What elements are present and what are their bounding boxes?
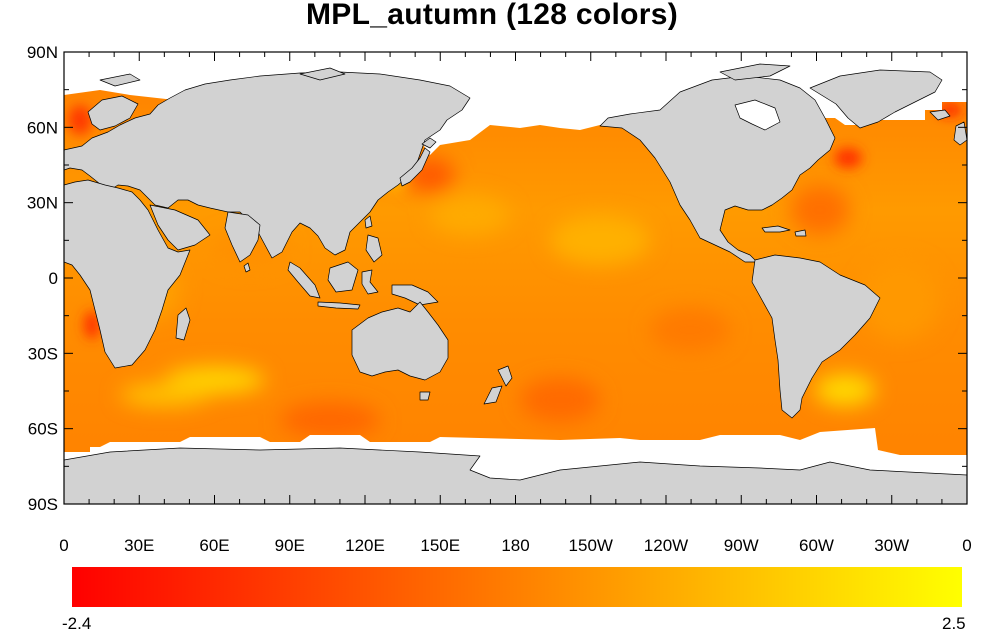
sulawesi-land bbox=[361, 269, 379, 295]
new-zealand-land bbox=[497, 365, 513, 387]
colorbar bbox=[72, 567, 962, 607]
latitude-labels: 90N 60N 30N 0 30S 60S 90S bbox=[27, 43, 58, 514]
borneo-land bbox=[327, 261, 359, 293]
japan-land bbox=[399, 147, 431, 187]
lat-tick-label: 60N bbox=[27, 118, 58, 137]
lon-tick-label: 60E bbox=[199, 536, 229, 555]
lat-tick-label: 30S bbox=[28, 344, 58, 363]
java-land bbox=[317, 301, 361, 310]
lon-tick-label: 90E bbox=[275, 536, 305, 555]
scandinavia-land bbox=[87, 95, 139, 131]
south-america-land bbox=[751, 254, 881, 419]
lon-tick-label: 120E bbox=[345, 536, 385, 555]
lon-tick-label: 150W bbox=[569, 536, 613, 555]
philippines-land bbox=[365, 234, 383, 263]
lon-tick-label: 180 bbox=[501, 536, 529, 555]
lat-tick-label: 90S bbox=[28, 495, 58, 514]
india-land bbox=[224, 211, 261, 263]
sumatra-land bbox=[287, 261, 321, 299]
tasmania-land bbox=[419, 391, 431, 401]
lat-tick-label: 0 bbox=[49, 269, 58, 288]
map-title: MPL_autumn (128 colors) bbox=[306, 0, 678, 31]
arabia-land bbox=[149, 204, 211, 251]
lat-tick-label: 90N bbox=[27, 43, 58, 62]
lat-tick-label: 60S bbox=[28, 420, 58, 439]
new-guinea-land bbox=[391, 284, 439, 306]
iceland-land bbox=[929, 109, 951, 121]
colorbar-max-label: 2.5 bbox=[942, 614, 966, 633]
axis-ticks bbox=[63, 51, 968, 505]
lon-tick-label: 30W bbox=[874, 536, 909, 555]
eurasia-land bbox=[64, 71, 471, 259]
lon-tick-label: 30E bbox=[124, 536, 154, 555]
lon-tick-label: 0 bbox=[962, 536, 971, 555]
lat-tick-label: 30N bbox=[27, 194, 58, 213]
lon-tick-label: 120W bbox=[644, 536, 688, 555]
map-plot-area bbox=[64, 52, 967, 504]
land-masses bbox=[64, 63, 967, 504]
colorbar-gradient bbox=[72, 567, 962, 607]
lon-tick-label: 90W bbox=[724, 536, 759, 555]
lon-tick-label: 150E bbox=[420, 536, 460, 555]
colorbar-min-label: -2.4 bbox=[62, 614, 92, 633]
longitude-labels: 0 30E 60E 90E 120E 150E 180 150W 120W 90W 60W 30W 0 bbox=[59, 536, 971, 555]
madagascar-land bbox=[175, 307, 191, 341]
lon-tick-label: 0 bbox=[59, 536, 68, 555]
lon-tick-label: 60W bbox=[799, 536, 834, 555]
africa-land bbox=[64, 179, 191, 369]
australia-land bbox=[351, 301, 449, 381]
antarctica-land bbox=[64, 447, 967, 504]
greenland-land bbox=[809, 69, 943, 129]
